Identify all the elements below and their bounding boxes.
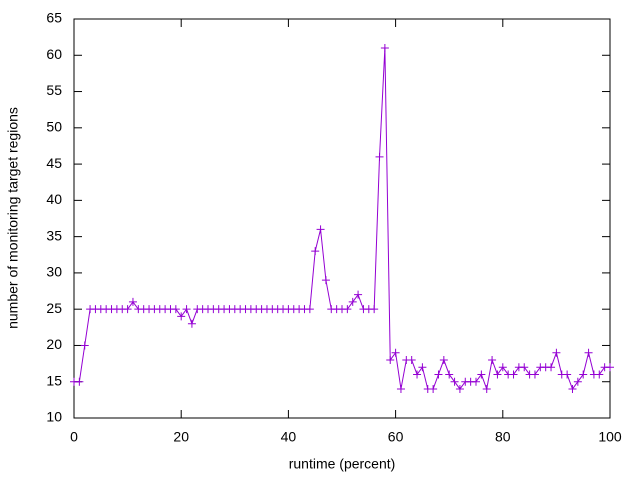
point-marker	[552, 348, 561, 357]
point-marker	[418, 363, 427, 372]
point-marker	[520, 363, 529, 372]
y-tick-label: 40	[46, 191, 62, 207]
point-marker	[316, 225, 325, 234]
y-axis-label: number of monitoring target regions	[5, 107, 21, 329]
x-axis-label: runtime (percent)	[289, 456, 396, 472]
point-marker	[370, 305, 379, 314]
data-line	[74, 47, 610, 391]
x-tick-label: 60	[388, 429, 404, 445]
y-tick-label: 50	[46, 119, 62, 135]
y-tick-label: 15	[46, 372, 62, 388]
x-tick-label: 80	[495, 429, 511, 445]
point-marker	[386, 355, 395, 364]
y-tick-label: 25	[46, 300, 62, 316]
x-tick-label: 20	[173, 429, 189, 445]
point-marker	[177, 312, 186, 321]
point-marker	[498, 363, 507, 372]
point-marker	[573, 377, 582, 386]
y-tick-label: 35	[46, 227, 62, 243]
point-marker	[472, 377, 480, 386]
x-tick-label: 40	[281, 429, 297, 445]
point-marker	[343, 305, 352, 314]
point-marker	[171, 305, 180, 314]
x-tick-label: 100	[598, 429, 622, 445]
point-marker	[439, 355, 448, 364]
point-marker	[413, 370, 422, 379]
point-marker	[568, 384, 577, 393]
y-tick-label: 30	[46, 264, 62, 280]
point-marker	[380, 44, 389, 53]
point-marker	[579, 370, 588, 379]
point-marker	[482, 384, 491, 393]
point-marker	[477, 370, 486, 379]
y-tick-label: 10	[46, 409, 62, 425]
point-marker	[429, 384, 438, 393]
point-marker	[396, 384, 405, 393]
point-marker	[182, 305, 191, 314]
point-marker	[584, 348, 593, 357]
point-marker	[509, 370, 518, 379]
point-marker	[493, 370, 502, 379]
point-marker	[606, 363, 614, 372]
point-marker	[563, 370, 572, 379]
point-marker	[595, 370, 604, 379]
point-marker	[455, 384, 464, 393]
y-tick-label: 60	[46, 46, 62, 62]
point-marker	[354, 290, 363, 299]
point-marker	[391, 348, 400, 357]
point-marker	[407, 355, 416, 364]
y-tick-label: 65	[46, 10, 62, 26]
point-marker	[187, 319, 196, 328]
point-marker	[348, 297, 357, 306]
point-marker	[321, 276, 330, 285]
point-marker	[305, 305, 314, 314]
x-tick-label: 0	[70, 429, 78, 445]
point-marker	[75, 377, 84, 386]
point-marker	[530, 370, 539, 379]
y-tick-label: 55	[46, 82, 62, 98]
y-tick-label: 45	[46, 155, 62, 171]
point-marker	[450, 377, 459, 386]
point-marker	[445, 370, 454, 379]
point-marker	[128, 297, 137, 306]
point-marker	[434, 370, 443, 379]
point-marker	[123, 305, 132, 314]
point-marker	[547, 363, 556, 372]
point-marker	[311, 247, 320, 256]
point-marker	[488, 355, 497, 364]
plot-border	[73, 18, 611, 419]
point-marker	[375, 152, 384, 161]
point-marker	[80, 341, 89, 350]
y-tick-label: 20	[46, 336, 62, 352]
